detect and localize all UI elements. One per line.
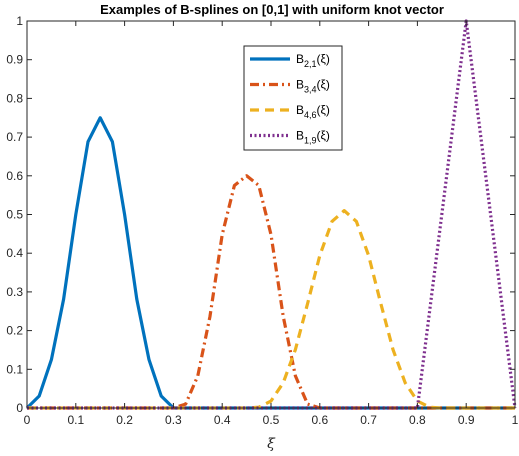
x-tick-label: 1 <box>512 413 519 427</box>
y-tick-label: 0.6 <box>6 169 23 183</box>
y-tick-label: 0.8 <box>6 91 23 105</box>
series-line-2 <box>27 174 515 410</box>
y-tick-label: 0.1 <box>6 362 23 376</box>
x-tick-label: 0 <box>24 413 31 427</box>
x-tick-label: 0.2 <box>116 413 133 427</box>
x-tick-label: 0.5 <box>263 413 280 427</box>
y-tick-label: 0.4 <box>6 246 23 260</box>
legend-box <box>243 45 343 151</box>
chart-title: Examples of B-splines on [0,1] with unif… <box>100 2 444 17</box>
y-tick-label: 0.9 <box>6 53 23 67</box>
legend: B2,1(ξ) B3,4(ξ) B4,6(ξ) B1,9(ξ) <box>243 45 343 151</box>
x-tick-label: 0.4 <box>214 413 231 427</box>
series-line-1 <box>25 116 515 410</box>
legend-label: B1,9(ξ) <box>296 129 330 146</box>
y-tick-label: 0.5 <box>6 208 23 222</box>
x-tick-label: 0.7 <box>360 413 377 427</box>
y-tick-label: 0.3 <box>6 285 23 299</box>
y-tick-label: 0.7 <box>6 130 23 144</box>
legend-label: B2,1(ξ) <box>296 52 330 69</box>
x-axis-label: ξ <box>267 436 276 452</box>
y-tick-label: 0.2 <box>6 324 23 338</box>
x-tick-label: 0.6 <box>311 413 328 427</box>
y-tick-label: 1 <box>16 14 23 28</box>
legend-label: B3,4(ξ) <box>296 78 330 95</box>
series-line-3 <box>27 209 515 410</box>
x-tick-label: 0.3 <box>165 413 182 427</box>
x-tick-label: 0.1 <box>67 413 84 427</box>
x-tick-label: 0.8 <box>409 413 426 427</box>
x-tick-label: 0.9 <box>458 413 475 427</box>
y-tick-label: 0 <box>16 401 23 415</box>
axes-layer: 0 0.1 0.2 0.3 0.4 0.5 0.6 0.7 0.8 0.9 1 0 0.1 0.2 0.3 0… <box>6 14 518 427</box>
legend-label: B4,6(ξ) <box>296 103 330 120</box>
